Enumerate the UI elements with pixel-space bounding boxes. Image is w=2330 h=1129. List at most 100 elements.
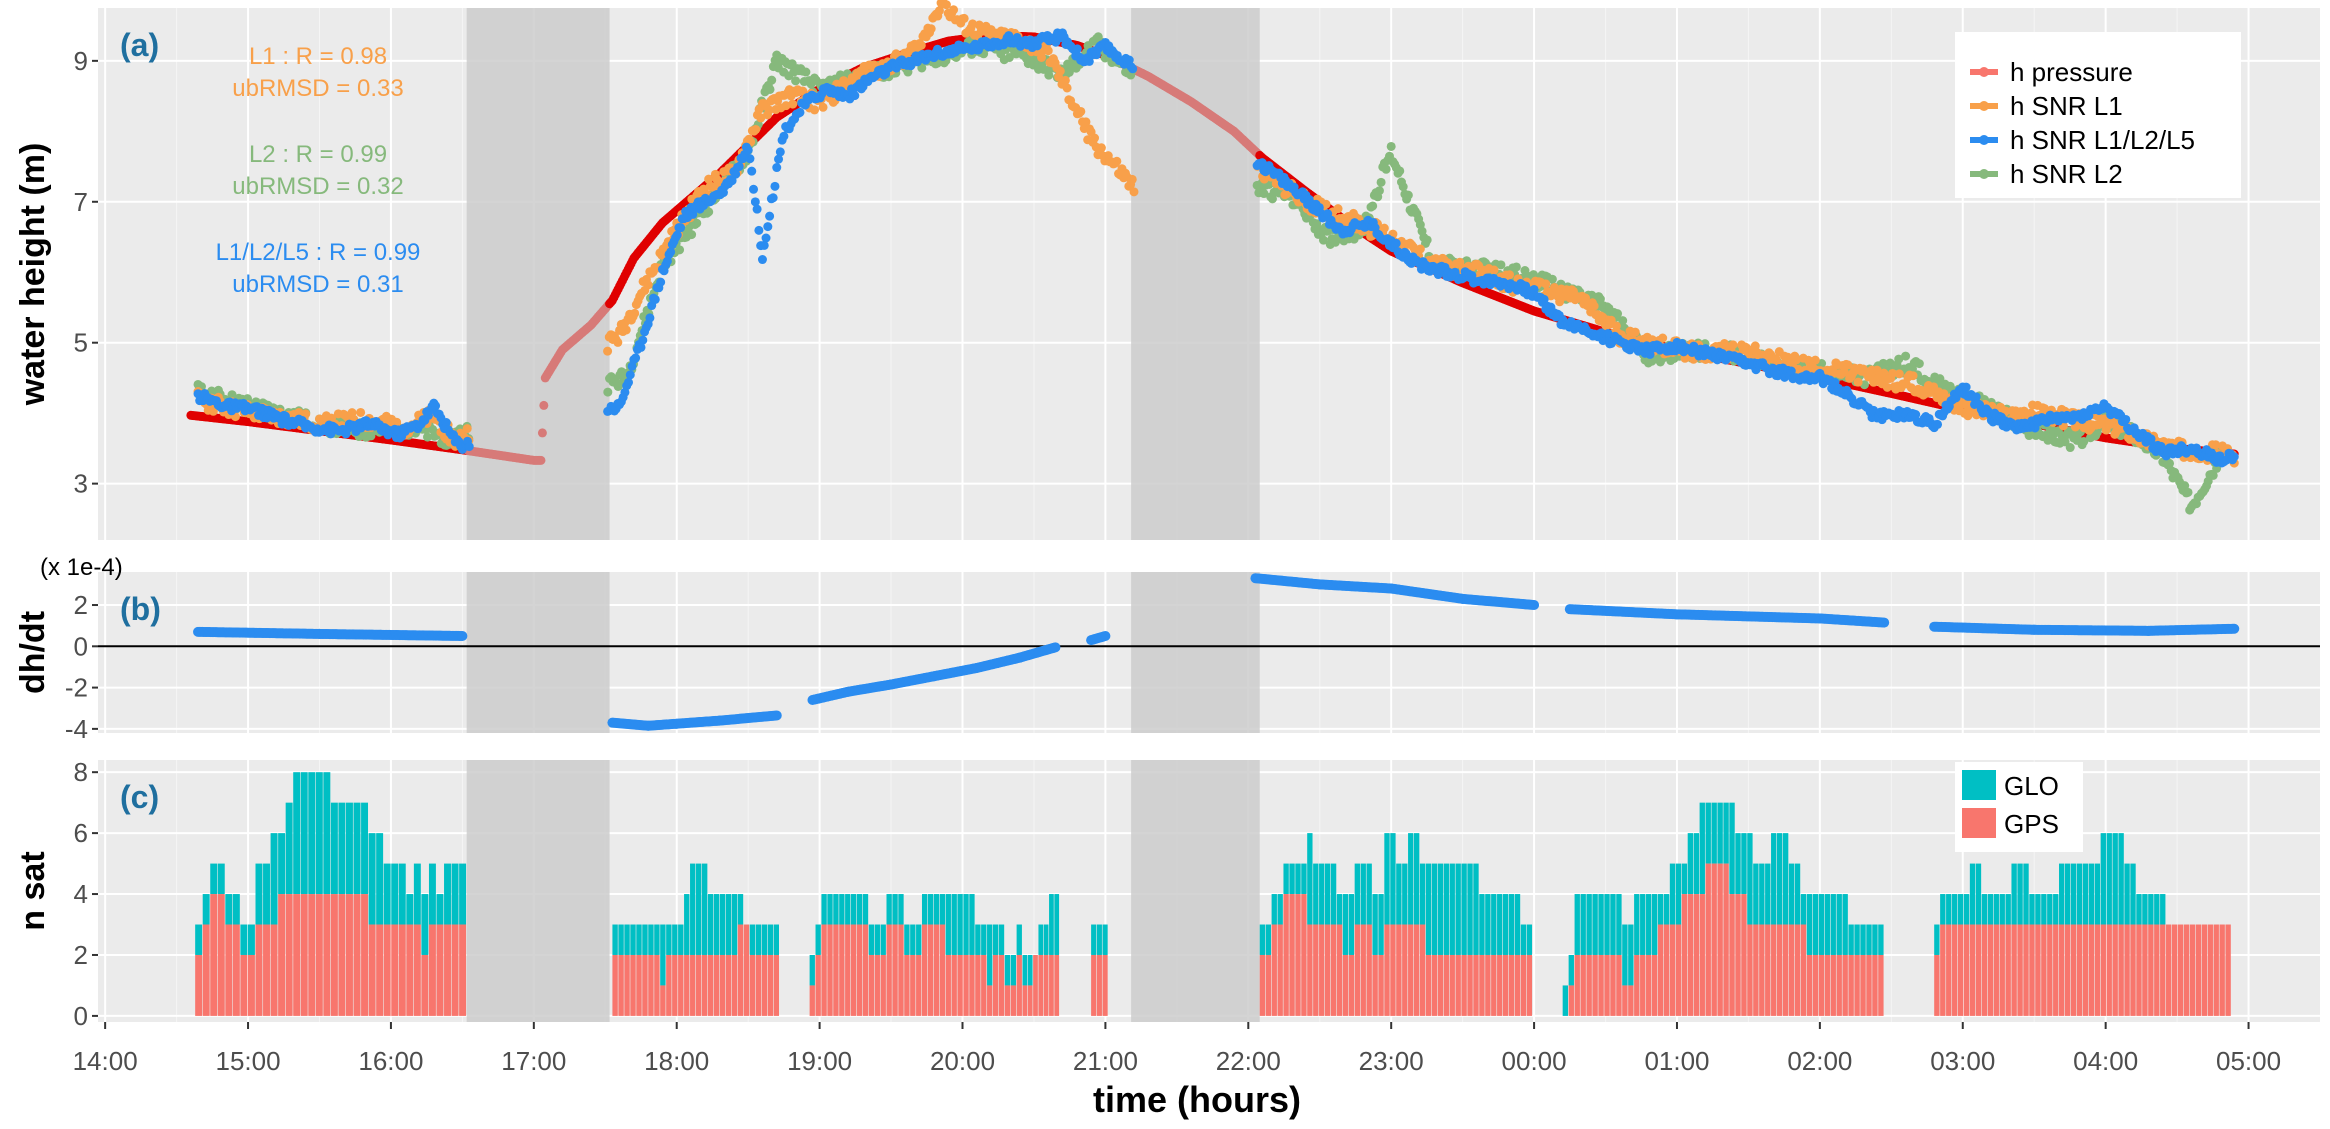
stat-l1-line1: L1 : R = 0.98 — [249, 43, 387, 70]
l1-point — [818, 102, 828, 112]
panel-b: -4-202 (b)dh/dt(x 1e-4) — [14, 554, 2320, 744]
y-tick-label: 5 — [74, 328, 88, 358]
l2-point — [1381, 164, 1391, 174]
l125-point — [765, 211, 775, 221]
l1-point — [949, 5, 959, 15]
l125-point — [2229, 452, 2239, 462]
y-tick-label: 3 — [74, 469, 88, 499]
l125-point — [754, 225, 764, 235]
l1-point — [1060, 75, 1070, 85]
l125-point — [770, 181, 780, 191]
l125-point — [761, 233, 771, 243]
y-tick-label: 9 — [74, 46, 88, 76]
l1-point — [916, 40, 926, 50]
l1-point — [1505, 270, 1515, 280]
dhdt-point — [457, 630, 468, 641]
l1-point — [1810, 355, 1820, 365]
panel-label: (a) — [120, 27, 159, 63]
l125-point — [2121, 414, 2131, 424]
l125-point — [743, 145, 753, 155]
shaded-gap-period — [1131, 572, 1260, 733]
l1-point — [1658, 333, 1668, 343]
legend-label-pressure: h pressure — [2010, 57, 2133, 87]
legend-key-pressure-dot — [1979, 67, 1989, 77]
y-tick-label: 0 — [74, 631, 88, 661]
l1-point — [1415, 244, 1425, 254]
l2-point — [1914, 359, 1924, 369]
l2-point — [1374, 186, 1384, 196]
l1-point — [613, 337, 623, 347]
stat-l125-line1: L1/L2/L5 : R = 0.99 — [216, 239, 421, 266]
l2-point — [692, 218, 702, 228]
legend-key-l1-dot — [1979, 101, 1989, 111]
stat-l2-line2: ubRMSD = 0.32 — [232, 173, 403, 200]
l2-point — [1511, 262, 1521, 272]
l2-point — [227, 390, 237, 400]
pressure-point — [539, 400, 549, 410]
l1-point — [1129, 187, 1139, 197]
l125-point — [631, 353, 641, 363]
l2-point — [1395, 166, 1405, 176]
shaded-gap-period — [1131, 8, 1260, 540]
l2-point — [1422, 235, 1432, 245]
legend-label-l1: h SNR L1 — [2010, 91, 2123, 121]
legend-label-l2: h SNR L2 — [2010, 159, 2123, 189]
l1-point — [959, 13, 969, 23]
l1-point — [1589, 301, 1599, 311]
l2-point — [2183, 487, 2193, 497]
l2-point — [603, 387, 613, 397]
l1-point — [1127, 174, 1137, 184]
l2-point — [1368, 201, 1378, 211]
l1-point — [1062, 83, 1072, 93]
l125-point — [623, 377, 633, 387]
l2-point — [791, 76, 801, 86]
y-axis-label: dh/dt — [14, 611, 52, 694]
l125-point — [650, 294, 660, 304]
l125-point — [745, 154, 755, 164]
shaded-gap-period — [466, 572, 610, 733]
l1-point — [1908, 371, 1918, 381]
l2-point — [765, 84, 775, 94]
l1-point — [1333, 204, 1343, 214]
l1-point — [788, 99, 798, 109]
l2-point — [1259, 189, 1269, 199]
l125-point — [431, 401, 441, 411]
l125-point — [1961, 382, 1971, 392]
l125-point — [1128, 64, 1138, 74]
stat-l1-line2: ubRMSD = 0.33 — [232, 75, 403, 102]
l125-point — [763, 222, 773, 232]
l125-point — [772, 163, 782, 173]
l2-point — [1064, 67, 1074, 77]
l1-point — [462, 424, 472, 434]
l1-point — [1853, 377, 1863, 387]
l2-point — [675, 245, 685, 255]
l125-point — [1933, 419, 1943, 429]
stat-l125-line2: ubRMSD = 0.31 — [232, 271, 403, 298]
l125-point — [768, 193, 778, 203]
l125-point — [795, 107, 805, 117]
l2-point — [1403, 190, 1413, 200]
l1-point — [810, 105, 820, 115]
l1-point — [1112, 156, 1122, 166]
l1-point — [1043, 46, 1053, 56]
l125-point — [749, 184, 759, 194]
l125-point — [645, 313, 655, 323]
y-tick-label: -4 — [65, 714, 88, 744]
l125-point — [1072, 44, 1082, 54]
l1-point — [1894, 369, 1904, 379]
legend-key-l125-dot — [1979, 135, 1989, 145]
l1-point — [926, 24, 936, 34]
l1-point — [1055, 66, 1065, 76]
stat-l2-line1: L2 : R = 0.99 — [249, 141, 387, 168]
l2-point — [1398, 182, 1408, 192]
l1-point — [643, 280, 653, 290]
l1-point — [1630, 327, 1640, 337]
l1-point — [630, 308, 640, 318]
l125-point — [757, 255, 767, 265]
l125-point — [775, 147, 785, 157]
l125-point — [747, 166, 757, 176]
l125-point — [850, 91, 860, 101]
